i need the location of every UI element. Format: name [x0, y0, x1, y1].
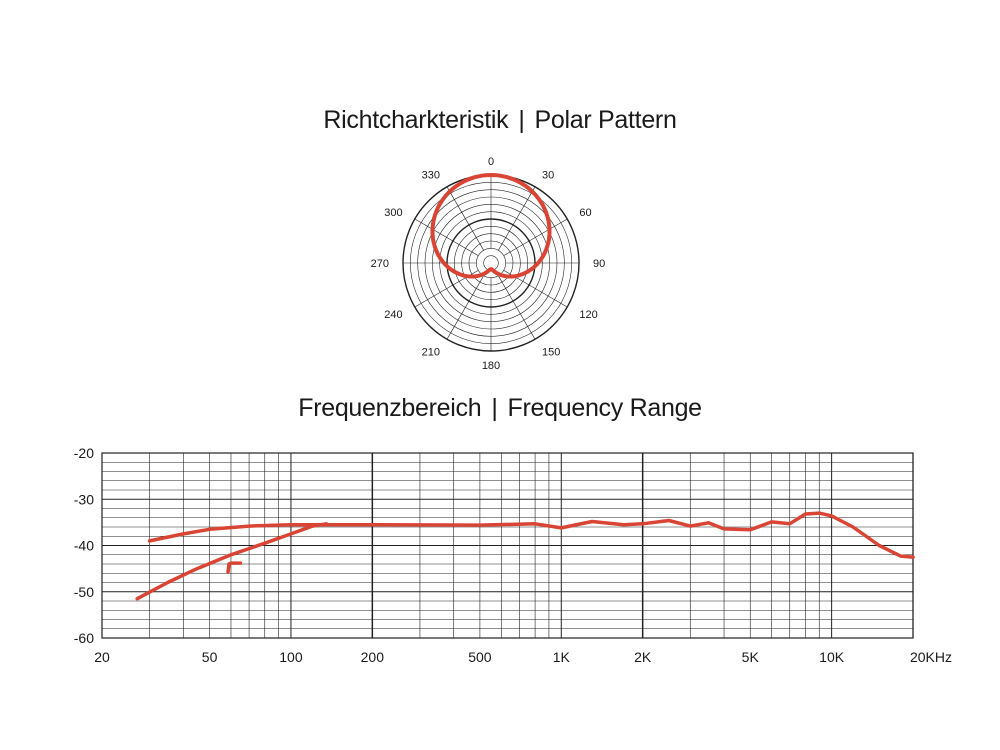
- polar-angle-label: 0: [488, 156, 494, 168]
- polar-angle-label: 300: [384, 207, 402, 219]
- polar-title-en: Polar Pattern: [534, 106, 677, 134]
- polar-chart: 0 30 60 90 120 150 180 210 240 270 300 330: [371, 156, 606, 372]
- frequency-response-line: [226, 561, 243, 575]
- polar-title-separator: |: [518, 106, 525, 134]
- polar-spoke: [446, 275, 484, 340]
- frequency-y-tick-label: -40: [74, 538, 94, 554]
- polar-title-de: Richtcharkteristik: [323, 106, 509, 134]
- frequency-title-de: Frequenzbereich: [298, 394, 482, 422]
- polar-response-curve: [430, 173, 552, 279]
- frequency-x-tick-label: 2K: [634, 649, 652, 665]
- polar-spoke: [498, 186, 536, 251]
- frequency-y-tick-label: -60: [74, 630, 94, 646]
- frequency-x-tick-label: 50: [202, 649, 218, 665]
- frequency-x-tick-label: 200: [361, 649, 385, 665]
- polar-angle-label: 120: [579, 309, 597, 321]
- polar-angle-label: 30: [542, 170, 554, 182]
- frequency-response-line: [147, 511, 915, 559]
- polar-spoke: [498, 275, 536, 340]
- frequency-x-tick-label: 1K: [553, 649, 571, 665]
- frequency-title-separator: |: [491, 394, 498, 422]
- frequency-y-tick-label: -50: [74, 584, 94, 600]
- polar-spoke: [446, 186, 484, 251]
- frequency-x-tick-label: 20: [94, 649, 110, 665]
- frequency-y-tick-label: -20: [74, 445, 94, 461]
- polar-angle-label: 180: [482, 360, 500, 372]
- polar-angle-label: 270: [371, 258, 389, 270]
- frequency-x-tick-label: 100: [279, 649, 303, 665]
- polar-angle-label: 60: [579, 207, 591, 219]
- frequency-title-en: Frequency Range: [507, 394, 703, 422]
- frequency-plot-frame: [101, 452, 914, 639]
- polar-angle-label: 210: [422, 346, 440, 358]
- frequency-response-line: [135, 522, 328, 601]
- polar-angle-label: 150: [542, 346, 560, 358]
- polar-angle-label: 90: [593, 258, 605, 270]
- frequency-y-tick-label: -30: [74, 491, 94, 507]
- frequency-x-tick-label: 500: [468, 649, 492, 665]
- frequency-chart-title: Frequenzbereich | Frequency Range: [0, 394, 1000, 423]
- frequency-x-tick-label: 5K: [742, 649, 760, 665]
- frequency-x-tick-label: 10K: [819, 649, 845, 665]
- polar-angle-label: 240: [384, 309, 402, 321]
- polar-chart-title: Richtcharkteristik | Polar Pattern: [0, 106, 1000, 135]
- polar-angle-label: 330: [422, 170, 440, 182]
- polar-spoke: [414, 218, 479, 256]
- frequency-x-tick-label: 20KHz: [910, 649, 952, 665]
- polar-spoke: [503, 218, 568, 256]
